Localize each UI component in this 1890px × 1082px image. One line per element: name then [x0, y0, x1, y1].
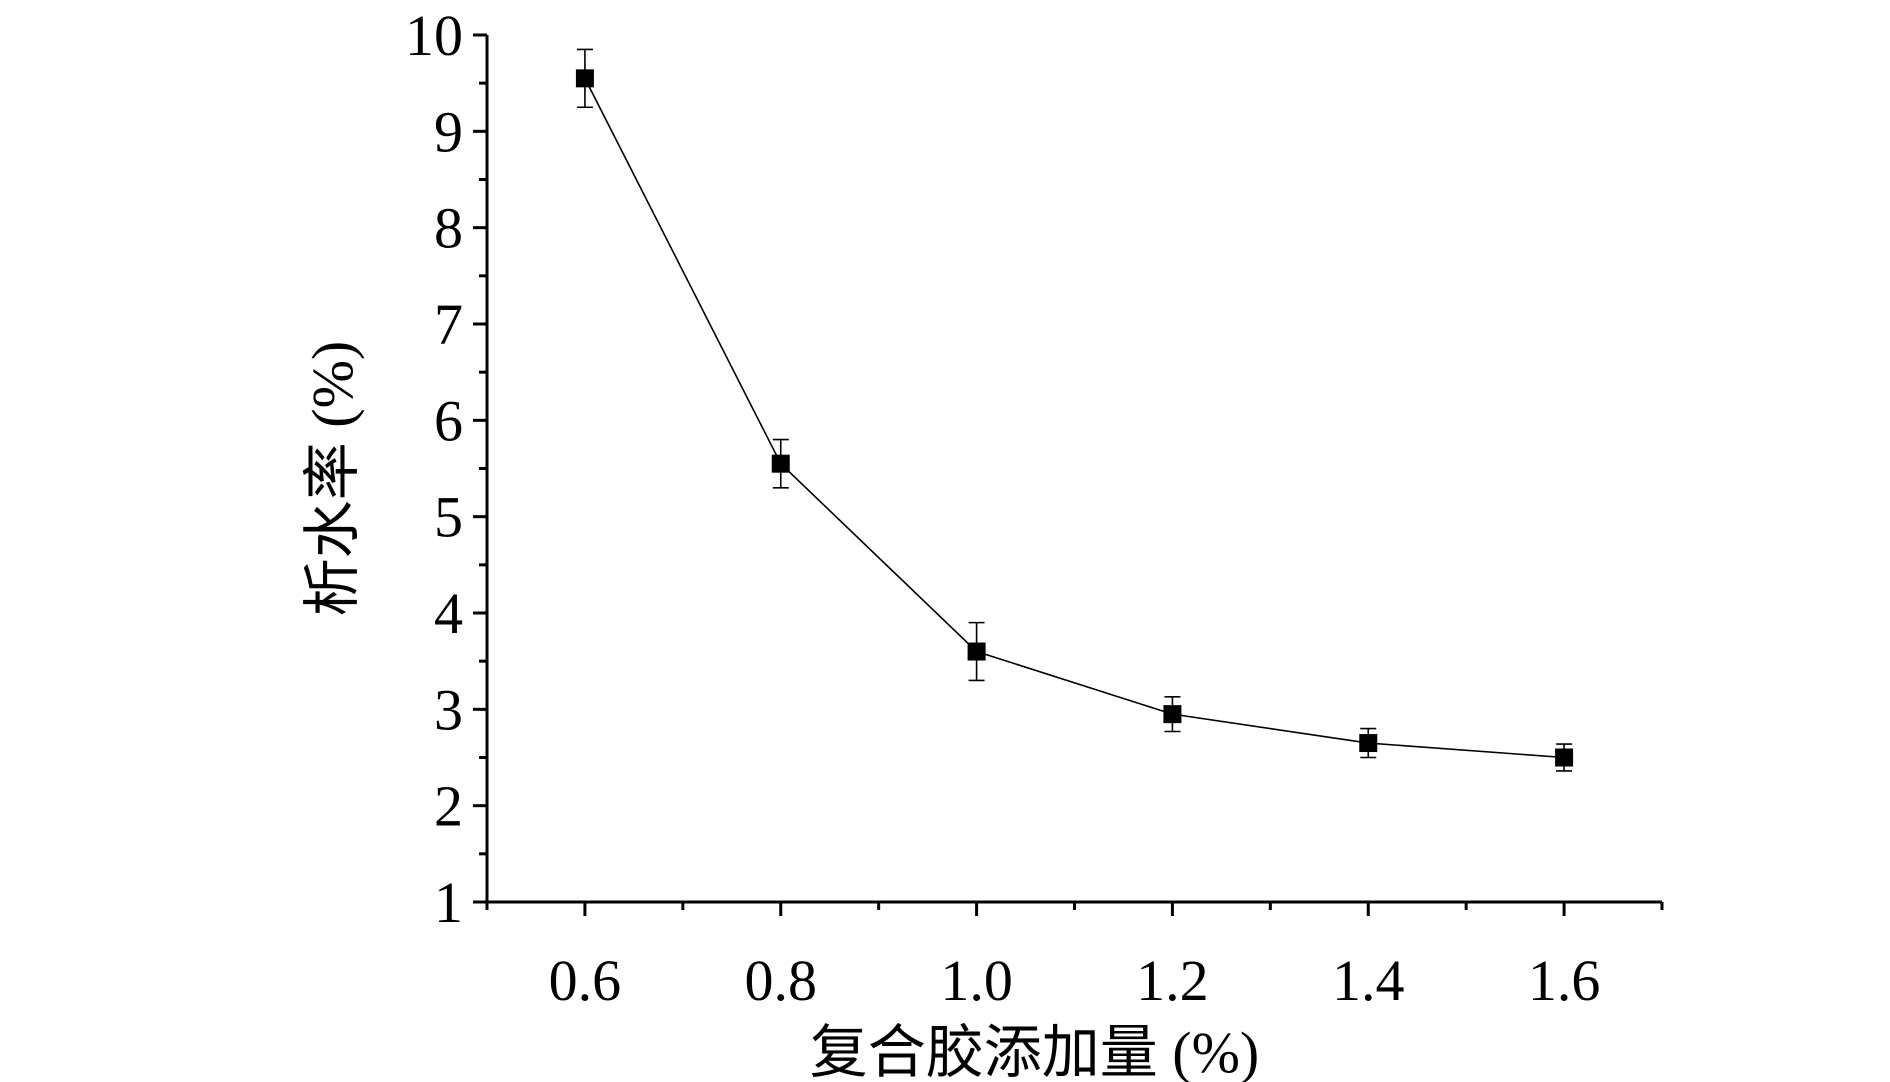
axis-lines — [485, 35, 1662, 904]
data-point — [1359, 734, 1378, 753]
series-line — [584, 77, 1565, 759]
x-tick-label: 1.6 — [1528, 948, 1601, 1013]
y-tick-label: 6 — [434, 388, 463, 453]
y-tick-label: 4 — [434, 581, 463, 646]
x-tick-label: 1.2 — [1136, 948, 1209, 1013]
y-tick-label: 9 — [434, 99, 463, 164]
ticks — [473, 33, 1664, 916]
y-tick-label: 1 — [434, 870, 463, 935]
x-tick-label: 0.8 — [745, 948, 818, 1013]
y-tick-label: 3 — [434, 677, 463, 742]
data-point — [967, 642, 986, 661]
data-point — [1163, 705, 1182, 724]
axes — [485, 35, 1662, 904]
data-series — [575, 48, 1574, 772]
y-tick-label: 5 — [434, 485, 463, 550]
y-axis-title: 析水率 (%) — [300, 341, 365, 616]
y-tick-label: 8 — [434, 196, 463, 261]
y-tick-label: 10 — [405, 3, 463, 68]
x-axis-title: 复合胶添加量 (%) — [810, 1020, 1259, 1082]
x-tick-label: 1.4 — [1332, 948, 1405, 1013]
tick-labels: 1 2 3 4 5 6 7 8 9 10 0.6 0.8 1.0 1.2 1.4 1.6 — [405, 3, 1600, 1013]
x-tick-label: 0.6 — [549, 948, 622, 1013]
y-tick-label: 7 — [434, 292, 463, 357]
y-tick-label: 2 — [434, 774, 463, 839]
data-point — [1555, 748, 1574, 767]
data-point — [575, 69, 594, 88]
x-tick-label: 1.0 — [940, 948, 1013, 1013]
data-point — [771, 454, 790, 473]
